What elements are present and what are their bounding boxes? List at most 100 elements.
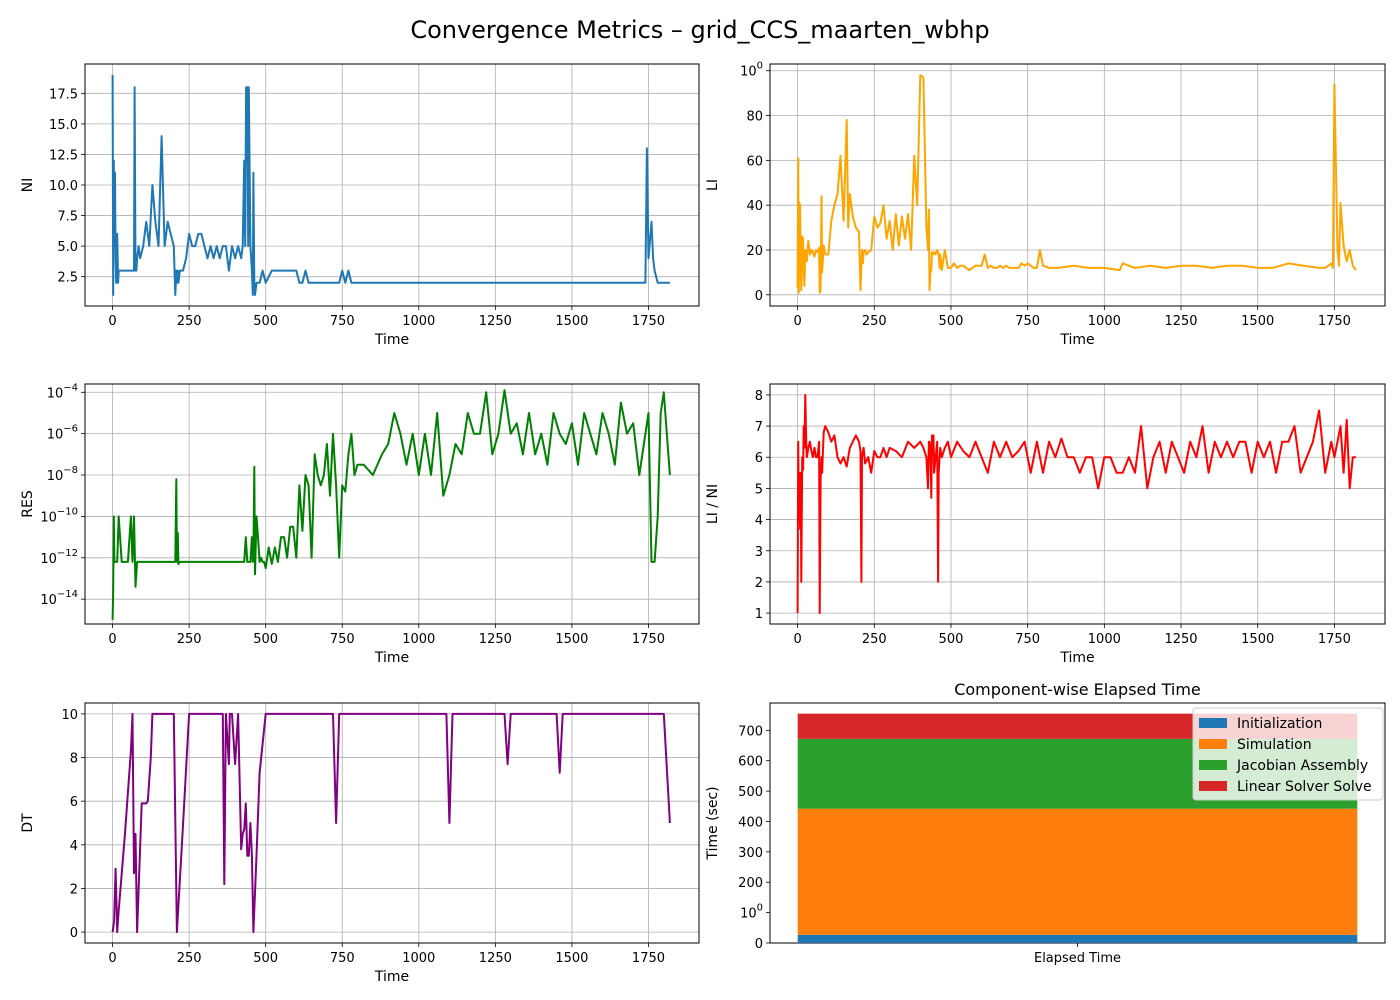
x-tick-label: 250	[862, 314, 887, 329]
y-tick-label: 0	[755, 937, 763, 952]
chart-dt-axes: 0 250 500 750 1000 1250 1500 1750 0 2 4 6 8 10 Time DT	[20, 702, 700, 985]
x-tick-label: 1500	[555, 632, 588, 647]
x-tick-label: 250	[177, 951, 202, 966]
series-line-res	[111, 389, 671, 620]
y-tick-label: 6	[70, 795, 78, 810]
axes-frame	[769, 383, 1386, 625]
x-tick-label: 750	[330, 951, 355, 966]
y-tick-label: 2	[755, 576, 763, 591]
y-tick-label: 600	[738, 755, 763, 770]
legend: Initialization Simulation Jacobian Assembl…	[1192, 707, 1384, 801]
legend-swatch	[1199, 781, 1227, 791]
x-tick-label: 1250	[1164, 632, 1197, 647]
chart-title: Component-wise Elapsed Time	[954, 680, 1201, 699]
y-tick-label: 80	[746, 110, 763, 125]
x-tick-label: 0	[108, 314, 116, 329]
bar-segment-1	[797, 934, 1358, 943]
chart-li_ni: 0 250 500 750 1000 1250 1500 1750 1 2 3 4 5 6 7 8 Time LI…	[705, 383, 1386, 666]
x-tick-label: 1500	[555, 951, 588, 966]
legend-box	[1192, 707, 1384, 801]
x-tick-label: 500	[253, 951, 278, 966]
axes-frame	[84, 383, 700, 625]
x-tick-label: 0	[108, 951, 116, 966]
y-axis-label: LI	[705, 179, 721, 191]
y-axis-label: RES	[20, 490, 36, 518]
y-tick-label: 500	[738, 785, 763, 800]
y-tick-label: 4	[755, 514, 763, 529]
y-axis-label: LI / NI	[705, 484, 721, 524]
series-line-ni	[111, 74, 670, 296]
x-tick-label: 500	[253, 632, 278, 647]
x-axis-label: Time	[374, 332, 409, 348]
y-tick-label: 10.0	[49, 179, 78, 194]
y-tick-label: 300	[738, 846, 763, 861]
legend-swatch	[1199, 760, 1227, 770]
y-tick-label: 200	[738, 876, 763, 891]
x-tick-label: 500	[253, 314, 278, 329]
chart-ni: 0 250 500 750 1000 1250 1500 1750 2.5 5.0 7.5 10.0 1…	[20, 63, 700, 348]
legend-swatch	[1199, 739, 1227, 749]
chart-res-axes: 0 250 500 750 1000 1250 1500 175010−1410−1210−1…	[20, 382, 700, 666]
x-tick-label: 250	[862, 632, 887, 647]
y-tick-label: 12.5	[49, 148, 78, 163]
x-tick-label: 1500	[555, 314, 588, 329]
chart-li: 0 250 500 750 1000 1250 1500 1750020406080100Ti…	[705, 61, 1386, 348]
x-tick-label: 0	[108, 632, 116, 647]
x-tick-label: 1750	[632, 632, 665, 647]
x-axis-label: Time	[1059, 332, 1094, 348]
y-tick-label: 1	[755, 607, 763, 622]
y-tick-label: 2	[70, 882, 78, 897]
x-tick-label: 1000	[402, 951, 435, 966]
y-tick-label: 15.0	[49, 118, 78, 133]
legend-label: Jacobian Assembly	[1236, 758, 1368, 774]
axes-frame	[769, 63, 1386, 307]
x-axis-label: Time	[374, 969, 409, 985]
legend-label: Simulation	[1237, 737, 1312, 753]
figure-title: Convergence Metrics – grid_CCS_maarten_w…	[410, 16, 989, 44]
y-tick-label: 700	[738, 724, 763, 739]
x-tick-label: 0	[793, 632, 801, 647]
y-tick-label: 5	[755, 482, 763, 497]
x-tick-label: 750	[1015, 314, 1040, 329]
chart-dt: 0 250 500 750 1000 1250 1500 1750 0 2 4 6 8 10 Time DT	[20, 702, 700, 985]
y-tick-label: 40	[746, 199, 763, 214]
x-tick-label: 750	[1015, 632, 1040, 647]
y-tick-label: 2.5	[57, 271, 78, 286]
x-tick-label: 1250	[479, 632, 512, 647]
x-tick-label: 1250	[479, 314, 512, 329]
x-tick-label: 750	[330, 314, 355, 329]
y-tick-label: 17.5	[49, 87, 78, 102]
y-tick-label: 400	[738, 815, 763, 830]
x-tick-label: 1750	[1318, 632, 1351, 647]
y-tick-label: 4	[70, 839, 78, 854]
x-tick-label: 1000	[1088, 314, 1121, 329]
y-tick-label: 7	[755, 420, 763, 435]
x-tick-label: 1000	[402, 314, 435, 329]
x-tick-label: 250	[177, 314, 202, 329]
y-axis-label: NI	[20, 178, 36, 193]
series-line-li	[796, 74, 1357, 294]
bar-segment-2	[797, 808, 1358, 935]
axes-frame	[84, 63, 700, 307]
x-tick-label: 1250	[1164, 314, 1197, 329]
legend-swatch	[1199, 718, 1227, 728]
chart-res: 0 250 500 750 1000 1250 1500 175010−1410−1210−1…	[20, 382, 700, 666]
x-tick-label: 500	[939, 314, 964, 329]
y-tick-label: 0	[755, 289, 763, 304]
y-axis-label: DT	[20, 813, 36, 833]
y-axis-label: Time (sec)	[705, 786, 721, 860]
y-tick-label: 8	[755, 389, 763, 404]
y-tick-label: 5.0	[57, 240, 78, 255]
axes-frame	[84, 702, 700, 944]
x-axis-label: Time	[374, 650, 409, 666]
y-tick-label: 3	[755, 545, 763, 560]
y-tick-label: 20	[746, 244, 763, 259]
y-tick-label: 0	[70, 926, 78, 941]
y-tick-label: 8	[70, 752, 78, 767]
legend-label: Linear Solver Solve	[1237, 779, 1372, 795]
x-tick-label: 1000	[402, 632, 435, 647]
series-line-li_ni	[796, 393, 1356, 615]
